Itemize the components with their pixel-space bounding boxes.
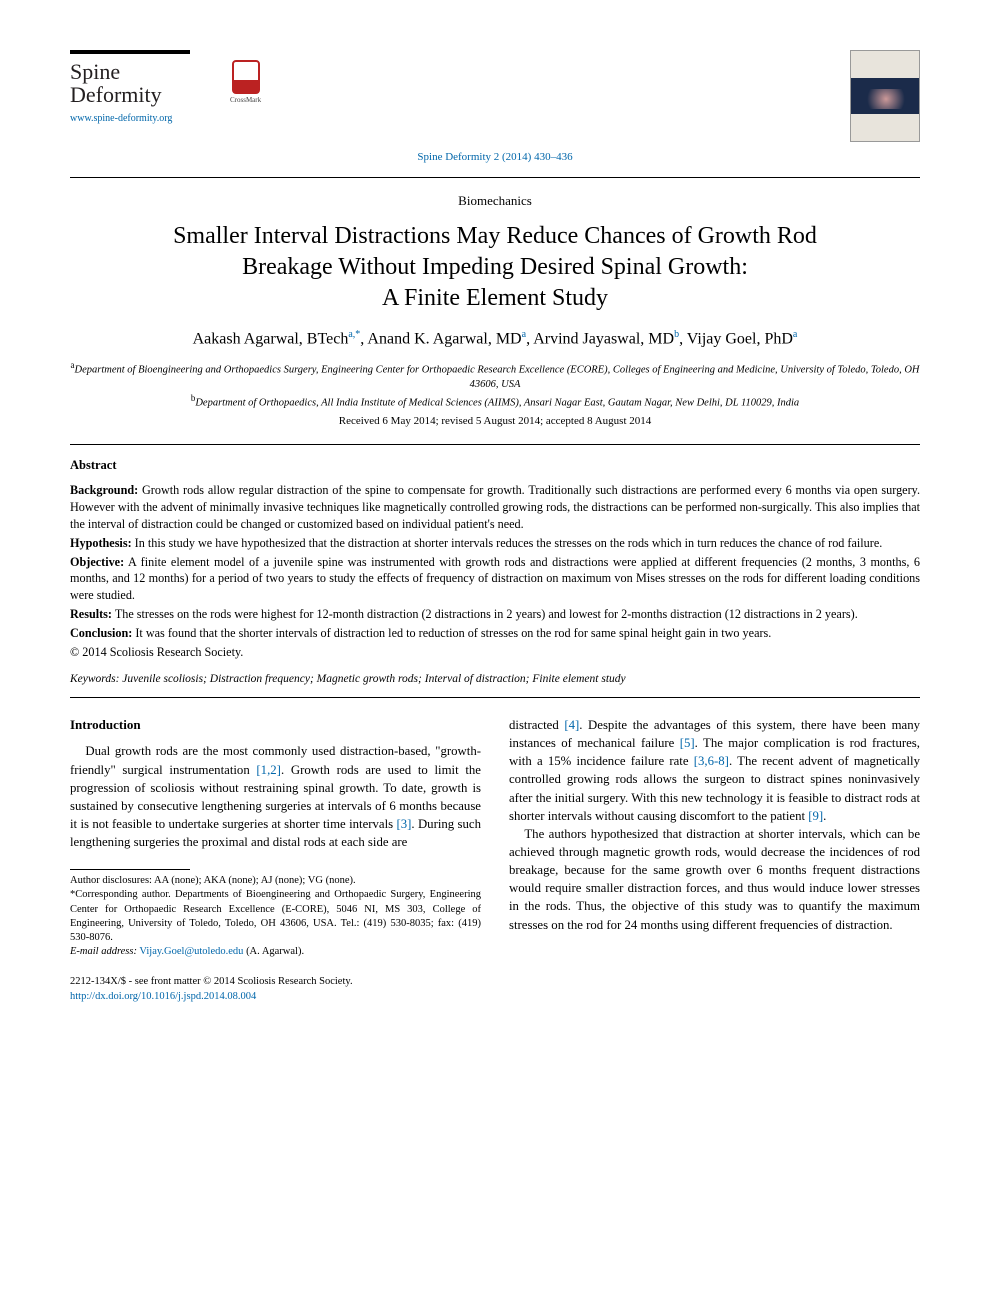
author-3: Arvind Jayaswal, MD [533,330,674,347]
footnote-rule [70,869,190,870]
conclusion-text: It was found that the shorter intervals … [135,626,771,640]
intro-para-1: Dual growth rods are the most commonly u… [70,742,481,851]
author-1: Aakash Agarwal, BTech [193,330,349,347]
keywords-text: Juvenile scoliosis; Distraction frequenc… [122,673,625,685]
doi-link[interactable]: http://dx.doi.org/10.1016/j.jspd.2014.08… [70,991,256,1002]
journal-name-line1: Spine [70,60,190,83]
results-text: The stresses on the rods were highest fo… [115,607,858,621]
article-page: Spine Deformity www.spine-deformity.org … [0,0,990,1035]
background-label: Background: [70,483,138,497]
keywords-line: Keywords: Juvenile scoliosis; Distractio… [70,671,920,687]
journal-brand-block: Spine Deformity www.spine-deformity.org [70,50,190,126]
author-4-aff: a [793,329,797,340]
article-section-label: Biomechanics [70,192,920,210]
email-line: E-mail address: Vijay.Goel@utoledo.edu (… [70,945,481,959]
footer-left: 2212-134X/$ - see front matter © 2014 Sc… [70,975,353,1004]
results-label: Results: [70,607,112,621]
ref-link-3-6-8[interactable]: [3,6-8] [694,754,729,768]
intro-para-1-cont: distracted [4]. Despite the advantages o… [509,716,920,825]
abstract-results: Results: The stresses on the rods were h… [70,606,920,623]
conclusion-label: Conclusion: [70,626,132,640]
objective-label: Objective: [70,555,124,569]
author-1-aff: a,* [348,329,360,340]
hypothesis-label: Hypothesis: [70,536,132,550]
author-2: Anand K. Agarwal, MD [367,330,521,347]
body-columns: Introduction Dual growth rods are the mo… [70,716,920,959]
background-text: Growth rods allow regular distraction of… [70,483,920,531]
abstract-block: Abstract Background: Growth rods allow r… [70,444,920,698]
author-disclosures: Author disclosures: AA (none); AKA (none… [70,874,481,888]
author-4: Vijay Goel, PhD [687,330,793,347]
introduction-heading: Introduction [70,716,481,734]
email-label: E-mail address: [70,946,137,957]
page-header: Spine Deformity www.spine-deformity.org … [70,50,920,142]
journal-name-line2: Deformity [70,83,190,106]
citation-line: Spine Deformity 2 (2014) 430–436 [70,150,920,165]
authors-line: Aakash Agarwal, BTecha,*, Anand K. Agarw… [70,328,920,351]
article-dates: Received 6 May 2014; revised 5 August 20… [70,414,920,429]
author-2-aff: a [522,329,526,340]
title-line1: Smaller Interval Distractions May Reduce… [173,223,817,249]
affiliation-a: Department of Bioengineering and Orthopa… [75,364,920,389]
abstract-conclusion: Conclusion: It was found that the shorte… [70,625,920,642]
article-title: Smaller Interval Distractions May Reduce… [80,221,910,315]
crossmark-icon [232,60,260,94]
ref-link-9[interactable]: [9] [808,809,823,823]
ref-link-1-2[interactable]: [1,2] [256,763,281,777]
crossmark-widget[interactable]: CrossMark [230,60,261,106]
journal-cover-thumbnail [850,50,920,142]
abstract-objective: Objective: A finite element model of a j… [70,554,920,604]
intro-para-2: The authors hypothesized that distractio… [509,825,920,934]
footnotes-block: Author disclosures: AA (none); AKA (none… [70,874,481,959]
title-line2: Breakage Without Impeding Desired Spinal… [242,254,748,280]
brand-rule [70,50,190,54]
ref-link-4[interactable]: [4] [564,718,579,732]
author-3-aff: b [674,329,679,340]
divider [70,177,920,178]
abstract-hypothesis: Hypothesis: In this study we have hypoth… [70,535,920,552]
email-suffix: (A. Agarwal). [243,946,304,957]
hypothesis-text: In this study we have hypothesized that … [135,536,883,550]
journal-url-link[interactable]: www.spine-deformity.org [70,112,190,126]
column-left: Introduction Dual growth rods are the mo… [70,716,481,959]
col2-text-1e: . [823,809,826,823]
abstract-heading: Abstract [70,457,920,475]
email-link[interactable]: Vijay.Goel@utoledo.edu [139,946,243,957]
affiliation-b: Department of Orthopaedics, All India In… [195,397,799,408]
col2-text-1a: distracted [509,718,564,732]
corresponding-author: *Corresponding author. Departments of Bi… [70,888,481,945]
title-line3: A Finite Element Study [382,285,608,311]
objective-text: A finite element model of a juvenile spi… [70,555,920,603]
abstract-copyright: © 2014 Scoliosis Research Society. [70,644,920,661]
ref-link-5[interactable]: [5] [680,736,695,750]
affiliations: aDepartment of Bioengineering and Orthop… [70,359,920,411]
page-footer: 2212-134X/$ - see front matter © 2014 Sc… [70,975,920,1004]
ref-link-3[interactable]: [3] [396,817,411,831]
citation-link[interactable]: Spine Deformity 2 (2014) 430–436 [417,151,572,163]
issn-line: 2212-134X/$ - see front matter © 2014 Sc… [70,975,353,990]
abstract-background: Background: Growth rods allow regular di… [70,482,920,532]
keywords-label: Keywords: [70,673,119,685]
column-right: distracted [4]. Despite the advantages o… [509,716,920,959]
crossmark-label: CrossMark [230,96,261,106]
